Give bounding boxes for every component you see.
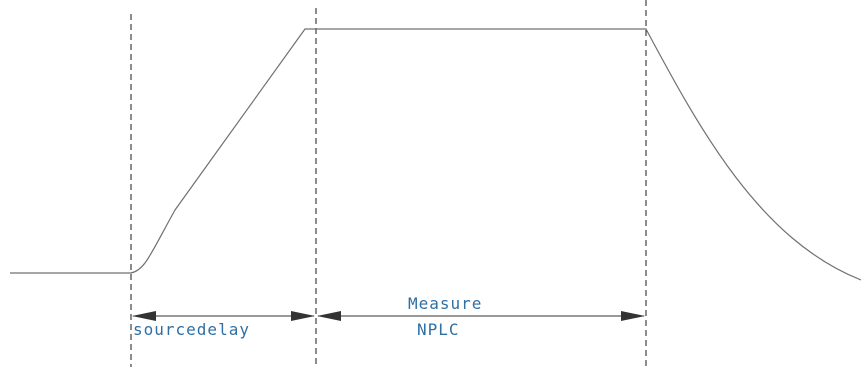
measure-label: Measure [408,294,482,313]
source-delay-label: sourcedelay [133,320,250,339]
source-waveform [10,28,861,281]
nplc-label: NPLC [417,320,460,339]
